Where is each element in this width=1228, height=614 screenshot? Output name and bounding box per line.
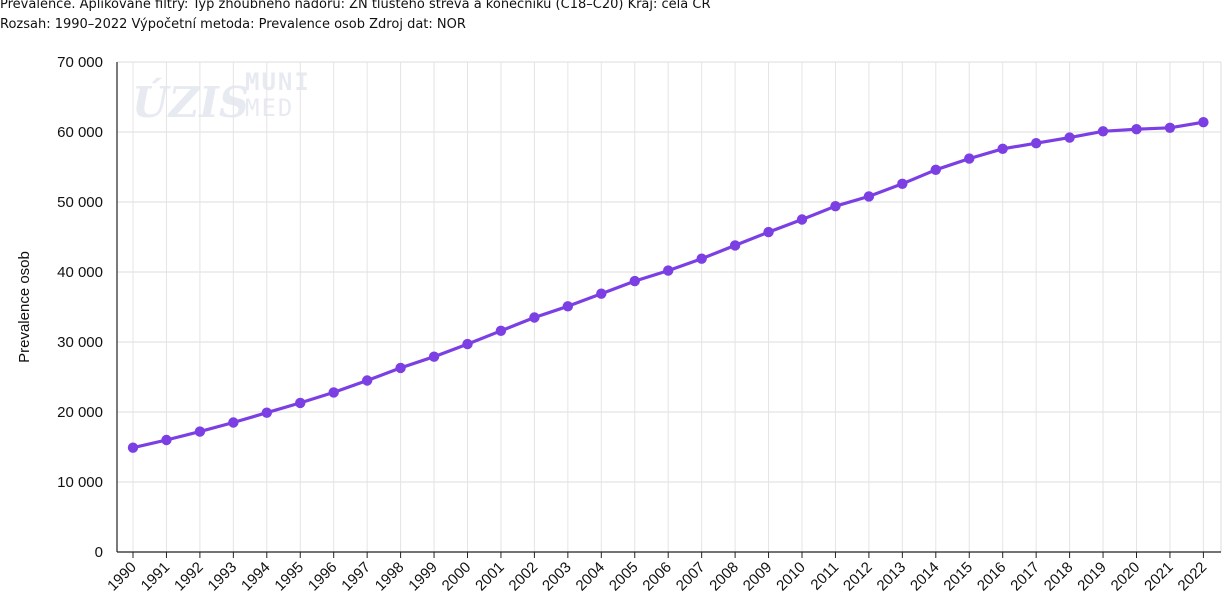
x-tick-label: 2020: [1108, 559, 1144, 595]
data-point: [796, 214, 808, 225]
data-point: [495, 325, 507, 336]
x-tick-label: 1999: [405, 559, 441, 595]
y-tick-label: 20 000: [57, 404, 103, 421]
y-tick-label: 40 000: [57, 264, 103, 281]
data-point: [562, 301, 574, 312]
data-point: [1030, 138, 1042, 149]
x-tick-label: 2009: [740, 559, 776, 595]
data-point: [763, 226, 774, 238]
x-tick-label: 2017: [1007, 559, 1043, 595]
uzis-logo: ÚZIS: [132, 77, 249, 127]
muni-logo-bottom: MED: [245, 94, 294, 122]
data-point: [696, 253, 707, 264]
muni-logo-top: MUNI: [245, 68, 311, 96]
x-tick-label: 2013: [874, 559, 910, 595]
x-tick-label: 2015: [940, 559, 976, 595]
x-tick-label: 2000: [439, 559, 475, 595]
data-point: [194, 426, 206, 437]
x-tick-label: 1992: [171, 559, 207, 595]
data-points: [127, 117, 1209, 453]
x-tick-label: 2001: [472, 559, 508, 595]
x-tick-label: 1990: [104, 559, 140, 595]
data-point: [361, 375, 373, 386]
x-tick-label: 1991: [138, 559, 174, 595]
y-tick-label: 50 000: [57, 194, 103, 211]
x-tick-label: 2006: [639, 559, 675, 595]
x-tick-label: 2005: [606, 559, 642, 595]
y-axis-label: Prevalence osob: [16, 251, 33, 363]
y-tick-label: 60 000: [57, 124, 103, 141]
data-point: [663, 265, 674, 276]
x-tick-label: 2004: [573, 559, 609, 595]
grid: [117, 61, 1222, 552]
x-tick-label: 2003: [539, 559, 575, 595]
x-tick-label: 2007: [673, 559, 709, 595]
x-tick-label: 1998: [372, 559, 408, 595]
data-point: [1131, 124, 1142, 135]
x-tick-label: 2014: [907, 559, 943, 595]
data-point: [1097, 126, 1109, 137]
data-point: [629, 275, 640, 287]
data-point: [261, 407, 272, 418]
watermark-logos: ÚZIS MUNI MED: [132, 68, 311, 127]
y-tick-label: 0: [95, 544, 103, 561]
data-point: [997, 143, 1008, 154]
data-point: [1064, 132, 1075, 143]
x-tick-label: 2002: [506, 559, 542, 595]
x-tick-label: 2018: [1041, 559, 1077, 595]
y-tick-label: 10 000: [57, 474, 103, 491]
x-tick-label: 1993: [205, 559, 241, 595]
data-point: [729, 240, 741, 251]
axes: [116, 62, 1221, 553]
x-tick-label: 1996: [305, 559, 341, 595]
data-point: [964, 153, 975, 164]
x-tick-label: 1994: [238, 559, 274, 595]
data-point: [529, 312, 540, 323]
data-point: [462, 338, 473, 350]
data-point: [428, 351, 440, 362]
data-point: [328, 387, 339, 398]
x-tick-label: 1997: [338, 559, 374, 595]
data-point: [596, 288, 607, 299]
data-point: [930, 164, 941, 175]
y-tick-label: 30 000: [57, 334, 103, 351]
data-point: [897, 178, 908, 189]
data-point: [863, 191, 875, 202]
data-point: [161, 434, 172, 446]
x-tick-label: 2012: [840, 559, 876, 595]
y-axis-ticks: 0 10 000 20 000 30 000 40 000 50 000 60 000 70 …: [57, 54, 103, 561]
x-tick-label: 2008: [706, 559, 742, 595]
y-tick-label: 70 000: [57, 54, 103, 71]
x-tick-label: 2010: [773, 559, 809, 595]
data-point: [395, 362, 406, 374]
data-point: [1164, 122, 1176, 133]
x-tick-label: 2019: [1074, 559, 1110, 595]
range-description: Rozsah: 1990–2022 Výpočetní metoda: Prev…: [0, 17, 466, 32]
data-point: [295, 397, 306, 409]
x-tick-label: 2016: [974, 559, 1010, 595]
x-axis-ticks: 1990199119921993199419951996199719981999…: [104, 552, 1210, 594]
x-tick-label: 1995: [271, 559, 307, 595]
data-point: [127, 442, 139, 453]
x-tick-label: 2021: [1141, 559, 1177, 595]
data-point: [830, 201, 841, 212]
x-tick-label: 2022: [1175, 559, 1211, 595]
data-point: [228, 417, 239, 428]
x-tick-label: 2011: [807, 559, 842, 594]
data-point: [1198, 117, 1209, 128]
filter-description: Prevalence. Aplikované filtry: Typ zhoub…: [0, 0, 711, 12]
